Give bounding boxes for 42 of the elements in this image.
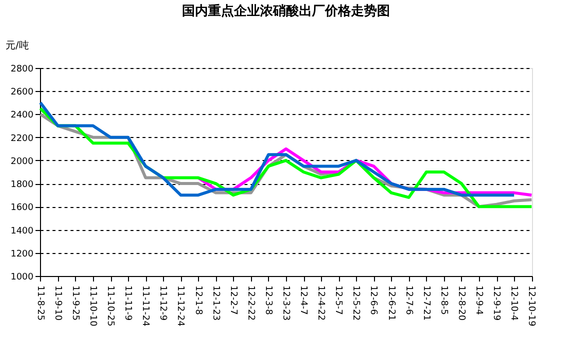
y-tick-label: 1800	[10, 180, 34, 190]
y-tick-label: 1600	[10, 203, 34, 214]
x-tick-label: 11-10-10	[87, 286, 98, 327]
y-tick-label: 1400	[10, 226, 34, 236]
y-tick-label: 2800	[10, 64, 34, 74]
x-tick-label: 11-11-24	[140, 286, 150, 327]
y-tick-label: 2400	[10, 110, 34, 121]
x-tick-label: 12-6-6	[368, 286, 378, 316]
y-tick-label: 1000	[10, 272, 34, 282]
chart-title: 国内重点企业浓硝酸出厂价格走势图	[182, 3, 390, 19]
x-tick-label: 12-1-8	[192, 286, 203, 316]
x-tick-label: 12-7-6	[403, 286, 414, 316]
x-tick-label: 12-9-19	[491, 286, 502, 321]
x-tick-label: 12-7-21	[420, 286, 431, 321]
line-series	[38, 101, 516, 197]
x-tick-label: 12-4-22	[316, 286, 326, 321]
y-tick-label: 2000	[10, 156, 34, 167]
x-tick-label: 11-10-25	[105, 286, 116, 326]
x-tick-label: 12-8-20	[456, 286, 466, 321]
y-tick-label: 2600	[10, 88, 34, 98]
x-tick-label: 12-1-23	[210, 286, 220, 321]
x-tick-label: 12-5-7	[333, 286, 344, 315]
y-tick-label: 1200	[10, 249, 34, 260]
x-tick-label: 11-9-10	[52, 286, 62, 321]
x-tick-label: 12-2-22	[245, 286, 256, 321]
x-tick-label: 12-2-7	[228, 286, 238, 315]
x-tick-label: 11-9-25	[70, 286, 80, 321]
x-tick-label: 12-8-5	[438, 286, 448, 315]
y-tick-label: 2200	[10, 134, 34, 144]
x-tick-label: 12-4-7	[298, 286, 308, 315]
x-tick-label: 12-3-8	[262, 286, 273, 316]
x-tick-label: 11-11-9	[122, 286, 133, 321]
x-tick-label: 12-5-22	[350, 286, 361, 321]
x-tick-label: 11-12-24	[175, 286, 186, 327]
x-tick-label: 12-3-23	[280, 286, 290, 321]
x-tick-label: 12-9-4	[474, 286, 484, 316]
y-axis-title: 元/吨	[6, 40, 29, 52]
x-tick-label: 12-6-21	[386, 286, 396, 321]
x-tick-label: 11-8-25	[34, 286, 45, 321]
x-tick-label: 11-12-9	[158, 286, 168, 321]
x-tick-label: 12-10-19	[526, 286, 536, 327]
x-tick-label: 12-10-4	[508, 286, 519, 321]
